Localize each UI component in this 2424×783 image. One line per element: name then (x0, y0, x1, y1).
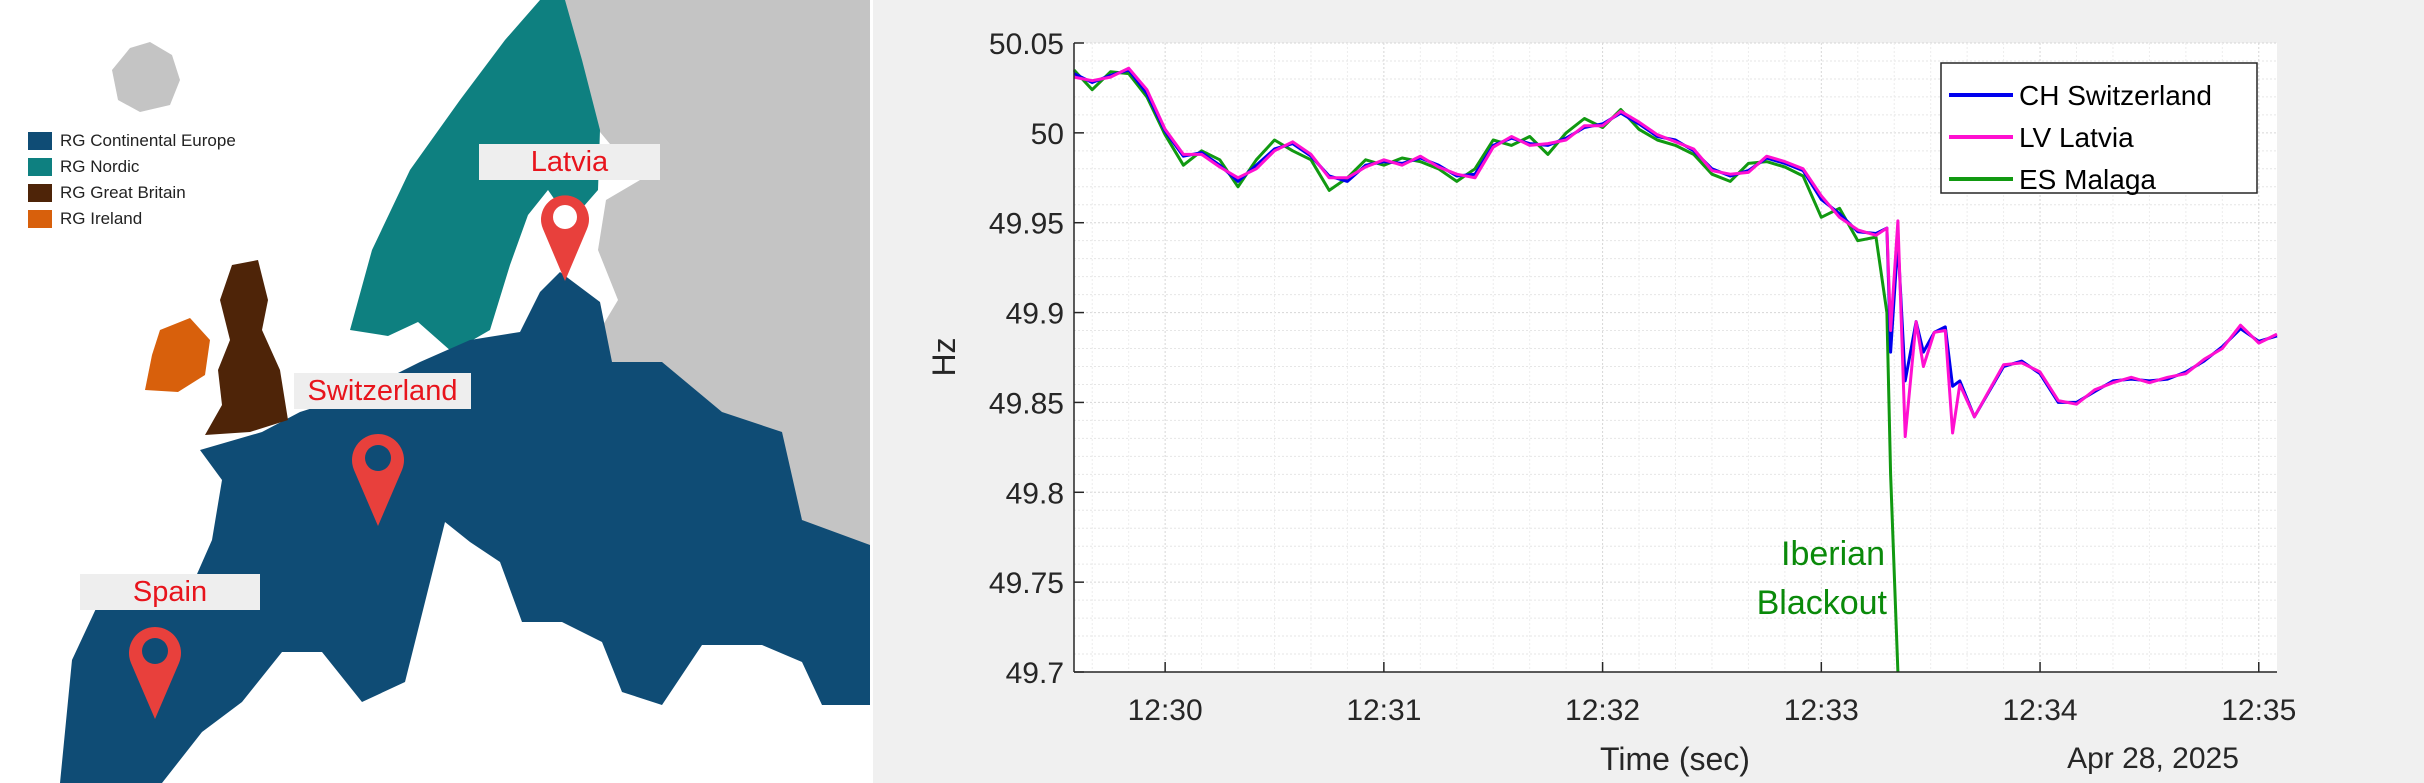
date-label: Apr 28, 2025 (2067, 742, 2239, 775)
grid (1074, 42, 2277, 673)
great-britain-shape (205, 260, 288, 435)
legend-item-continental: RG Continental Europe (28, 128, 236, 154)
swatch-icon (28, 132, 52, 150)
europe-grid-map: RG Continental Europe RG Nordic RG Great… (0, 0, 870, 783)
y-axis-label: Hz (926, 337, 962, 376)
axes: 49.7 49.75 49.8 49.85 49.9 49.95 50 50.05 12:30 1… (989, 28, 2296, 727)
legend-item-ireland: RG Ireland (28, 206, 236, 232)
switzerland-label: Switzerland (294, 373, 471, 409)
map-graphic (60, 0, 870, 783)
y-tick-label: 49.8 (1006, 477, 1064, 510)
swatch-icon (28, 184, 52, 202)
latvia-label: Latvia (479, 144, 660, 180)
legend-item-great-britain: RG Great Britain (28, 180, 236, 206)
x-tick-label: 12:32 (1565, 694, 1640, 727)
non-member-land-shape (545, 0, 870, 560)
annotation-line-1: Iberian (1781, 535, 1885, 573)
nordic-region-shape (350, 0, 600, 352)
x-axis-label: Time (sec) (1600, 741, 1750, 777)
legend-label: RG Nordic (60, 157, 140, 176)
legend-label: RG Ireland (60, 209, 143, 228)
y-tick-label: 49.85 (989, 387, 1064, 420)
region-legend: RG Continental Europe RG Nordic RG Great… (28, 128, 236, 232)
annotation-line-2: Blackout (1757, 584, 1888, 622)
swatch-icon (28, 158, 52, 176)
chart-legend: CH Switzerland LV Latvia ES Malaga (1940, 62, 2258, 195)
ireland-shape (145, 318, 210, 392)
y-tick-label: 50 (1031, 118, 1064, 151)
legend-label: RG Continental Europe (60, 131, 236, 150)
legend-item-nordic: RG Nordic (28, 154, 236, 180)
y-tick-label: 49.7 (1006, 657, 1064, 690)
legend-entry: CH Switzerland (2019, 80, 2212, 111)
spain-pin-icon (129, 627, 181, 719)
frequency-chart: 49.7 49.75 49.8 49.85 49.9 49.95 50 50.05 12:30 1… (926, 28, 2296, 777)
legend-entry: ES Malaga (2019, 164, 2156, 195)
x-tick-label: 12:33 (1784, 694, 1859, 727)
x-tick-label: 12:31 (1346, 694, 1421, 727)
frequency-chart-panel: 49.7 49.75 49.8 49.85 49.9 49.95 50 50.05 12:30 1… (873, 0, 2424, 783)
legend-box (1940, 62, 2258, 194)
continental-region-shape (60, 272, 870, 783)
y-tick-label: 50.05 (989, 28, 1064, 61)
spain-label: Spain (80, 574, 260, 610)
y-tick-label: 49.9 (1006, 298, 1064, 331)
series-lines (1072, 66, 2278, 673)
series-line-lv-latvia (1073, 66, 2278, 439)
x-tick-label: 12:34 (2003, 694, 2078, 727)
latvia-pin-icon (541, 195, 589, 281)
x-tick-label: 12:30 (1128, 694, 1203, 727)
legend-entry: LV Latvia (2019, 122, 2134, 153)
legend-label: RG Great Britain (60, 183, 186, 202)
swatch-icon (28, 210, 52, 228)
y-tick-label: 49.95 (989, 208, 1064, 241)
iceland-shape (112, 42, 180, 112)
y-tick-label: 49.75 (989, 567, 1064, 600)
switzerland-pin-icon (352, 434, 404, 526)
x-tick-label: 12:35 (2221, 694, 2296, 727)
